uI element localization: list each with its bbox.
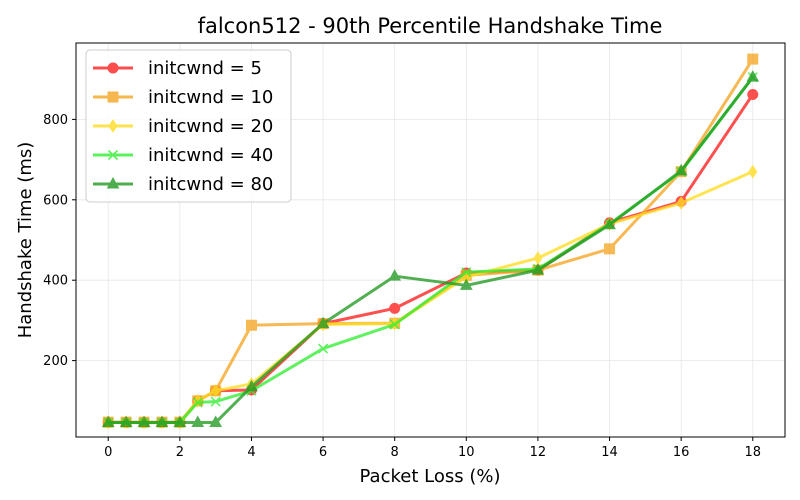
legend-label: initcwnd = 20 bbox=[148, 116, 273, 137]
x-tick-label: 18 bbox=[744, 445, 761, 460]
data-point bbox=[459, 278, 473, 290]
x-tick-label: 12 bbox=[530, 445, 547, 460]
data-point bbox=[531, 263, 545, 275]
data-point bbox=[192, 397, 203, 408]
y-axis-label: Handshake Time (ms) bbox=[15, 142, 36, 339]
y-tick-label: 800 bbox=[43, 113, 68, 128]
data-point bbox=[388, 269, 402, 281]
data-point bbox=[676, 196, 686, 210]
data-point bbox=[209, 415, 222, 428]
y-tick-label: 400 bbox=[43, 274, 68, 289]
data-point bbox=[245, 379, 258, 392]
x-tick-label: 14 bbox=[601, 445, 618, 460]
data-point bbox=[119, 415, 133, 428]
gridlines bbox=[76, 43, 785, 437]
data-point bbox=[191, 415, 205, 428]
x-tick-label: 8 bbox=[391, 445, 399, 460]
x-axis-label: Packet Loss (%) bbox=[360, 466, 501, 487]
data-point bbox=[747, 53, 759, 65]
x-tick-label: 4 bbox=[247, 445, 255, 460]
chart-title: falcon512 - 90th Percentile Handshake Ti… bbox=[198, 14, 663, 38]
series-layer bbox=[101, 53, 760, 430]
data-point bbox=[155, 415, 169, 428]
x-tick-label: 2 bbox=[176, 445, 184, 460]
data-point bbox=[674, 163, 688, 176]
series-group bbox=[101, 70, 760, 428]
data-point bbox=[137, 415, 151, 428]
legend-box bbox=[85, 49, 292, 203]
legend-marker bbox=[108, 119, 118, 133]
data-point bbox=[389, 319, 400, 330]
y-tick-label: 200 bbox=[43, 354, 68, 369]
x-tick-label: 0 bbox=[104, 445, 112, 460]
legend-entry bbox=[93, 149, 133, 161]
legend-entry bbox=[93, 91, 133, 103]
data-point bbox=[211, 383, 221, 398]
legend-label: initcwnd = 80 bbox=[148, 174, 273, 195]
x-tick-label: 6 bbox=[319, 445, 327, 460]
data-point bbox=[389, 302, 401, 314]
data-point bbox=[604, 243, 616, 255]
data-point bbox=[245, 319, 257, 331]
data-point bbox=[101, 415, 115, 428]
data-point bbox=[210, 396, 221, 407]
legend: initcwnd = 5 initcwnd = 10 initcwnd = 20 in… bbox=[85, 49, 292, 203]
legend-marker bbox=[107, 149, 119, 161]
legend-entry bbox=[93, 176, 133, 189]
legend-marker bbox=[107, 62, 119, 74]
data-point bbox=[746, 70, 760, 82]
legend-entry bbox=[93, 119, 133, 133]
data-point bbox=[748, 164, 758, 179]
legend-label: initcwnd = 5 bbox=[148, 58, 262, 79]
data-point bbox=[533, 251, 543, 265]
data-point bbox=[316, 316, 330, 329]
data-point bbox=[318, 343, 329, 354]
data-point bbox=[603, 217, 616, 230]
plot-frame bbox=[75, 42, 786, 438]
legend-marker bbox=[107, 91, 119, 103]
x-tick-label: 10 bbox=[458, 445, 475, 460]
data-point bbox=[747, 88, 759, 100]
legend-marker bbox=[106, 176, 120, 189]
data-point bbox=[461, 267, 472, 278]
legend-label: initcwnd = 40 bbox=[148, 145, 273, 166]
legend-label: initcwnd = 10 bbox=[148, 87, 273, 108]
y-tick-label: 600 bbox=[43, 193, 68, 208]
axis-ticks: 0 2 4 6 8 10 12 14 16 18 200 400 600 800 bbox=[43, 113, 761, 460]
legend-entry bbox=[93, 62, 133, 74]
x-tick-label: 16 bbox=[673, 445, 690, 460]
data-point bbox=[173, 415, 187, 428]
